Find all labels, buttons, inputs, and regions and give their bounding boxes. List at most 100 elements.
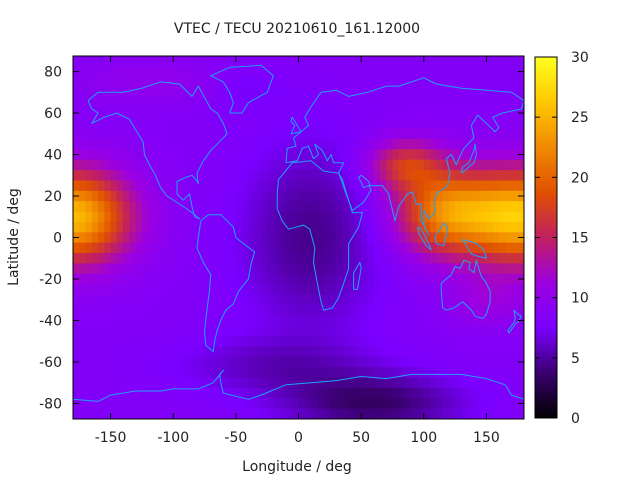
heatmap-cell	[85, 128, 93, 140]
heatmap-cell	[442, 56, 450, 67]
heatmap-cell	[342, 356, 350, 368]
heatmap-cell	[423, 253, 431, 265]
heatmap-cell	[379, 170, 387, 182]
heatmap-cell	[210, 66, 218, 78]
heatmap-cell	[223, 87, 231, 99]
heatmap-cell	[129, 76, 137, 88]
heatmap-cell	[273, 159, 281, 171]
heatmap-cell	[329, 138, 337, 150]
heatmap-cell	[329, 76, 337, 88]
heatmap-cell	[480, 56, 488, 67]
heatmap-cell	[448, 387, 456, 399]
heatmap-cell	[317, 138, 325, 150]
heatmap-cell	[361, 118, 368, 130]
heatmap-cell	[473, 273, 481, 285]
heatmap-cell	[430, 56, 437, 67]
heatmap-cell	[292, 367, 300, 379]
heatmap-cell	[273, 398, 281, 410]
heatmap-cell	[329, 149, 337, 161]
heatmap-cell	[329, 66, 337, 78]
heatmap-cell	[192, 294, 199, 306]
heatmap-cell	[267, 118, 275, 130]
heatmap-cell	[160, 377, 168, 389]
heatmap-cell	[267, 377, 275, 389]
heatmap-cell	[473, 211, 481, 223]
heatmap-cell	[223, 138, 231, 150]
heatmap-cell	[110, 118, 118, 130]
heatmap-cell	[323, 232, 331, 244]
heatmap-cell	[166, 159, 174, 171]
heatmap-cell	[436, 128, 444, 140]
heatmap-cell	[185, 315, 193, 327]
heatmap-cell	[329, 377, 337, 389]
heatmap-cell	[198, 398, 206, 410]
heatmap-cell	[455, 398, 462, 410]
heatmap-cell	[198, 170, 206, 182]
heatmap-cell	[467, 325, 475, 337]
heatmap-cell	[498, 377, 506, 389]
heatmap-cell	[242, 87, 249, 99]
heatmap-cell	[135, 56, 143, 67]
heatmap-cell	[98, 76, 105, 88]
heatmap-cell	[235, 242, 243, 254]
heatmap-cell	[361, 304, 368, 316]
heatmap-cell	[210, 304, 218, 316]
heatmap-cell	[135, 398, 143, 410]
heatmap-cell	[198, 346, 206, 358]
heatmap-cell	[160, 294, 168, 306]
heatmap-cell	[361, 253, 368, 265]
heatmap-cell	[73, 387, 80, 399]
heatmap-cell	[373, 201, 381, 213]
heatmap-cell	[229, 170, 237, 182]
heatmap-cell	[273, 408, 281, 419]
heatmap-cell	[442, 87, 450, 99]
heatmap-cell	[423, 336, 431, 347]
heatmap-cell	[223, 232, 231, 244]
heatmap-cell	[279, 304, 287, 316]
heatmap-cell	[273, 211, 281, 223]
heatmap-cell	[279, 180, 287, 192]
heatmap-cell	[98, 294, 105, 306]
heatmap-cell	[260, 180, 268, 192]
heatmap-cell	[123, 149, 130, 161]
heatmap-cell	[160, 356, 168, 368]
heatmap-cell	[455, 211, 462, 223]
heatmap-cell	[91, 201, 99, 213]
heatmap-cell	[417, 325, 425, 337]
heatmap-cell	[198, 367, 206, 379]
heatmap-cell	[317, 170, 325, 182]
heatmap-cell	[473, 336, 481, 347]
heatmap-cell	[110, 273, 118, 285]
heatmap-cell	[292, 190, 300, 202]
heatmap-cell	[185, 118, 193, 130]
heatmap-cell	[492, 325, 500, 337]
heatmap-cell	[116, 356, 124, 368]
heatmap-cell	[342, 253, 350, 265]
heatmap-cell	[141, 211, 149, 223]
heatmap-cell	[279, 408, 287, 419]
heatmap-cell	[104, 201, 112, 213]
heatmap-cell	[210, 253, 218, 265]
heatmap-cell	[298, 128, 306, 140]
heatmap-cell	[248, 138, 256, 150]
heatmap-cell	[129, 304, 137, 316]
heatmap-cell	[417, 284, 425, 296]
heatmap-cell	[467, 66, 475, 78]
heatmap-cell	[173, 398, 181, 410]
heatmap-cell	[85, 232, 93, 244]
heatmap-cell	[467, 190, 475, 202]
heatmap-cell	[79, 76, 87, 88]
heatmap-cell	[260, 304, 268, 316]
heatmap-cell	[160, 87, 168, 99]
heatmap-cell	[448, 87, 456, 99]
heatmap-cell	[373, 356, 381, 368]
heatmap-cell	[210, 398, 218, 410]
heatmap-cell	[235, 180, 243, 192]
heatmap-cell	[336, 367, 343, 379]
heatmap-cell	[492, 128, 500, 140]
heatmap-cell	[223, 201, 231, 213]
heatmap-cell	[398, 221, 406, 233]
heatmap-cell	[398, 242, 406, 254]
heatmap-cell	[361, 294, 368, 306]
heatmap-cell	[379, 201, 387, 213]
